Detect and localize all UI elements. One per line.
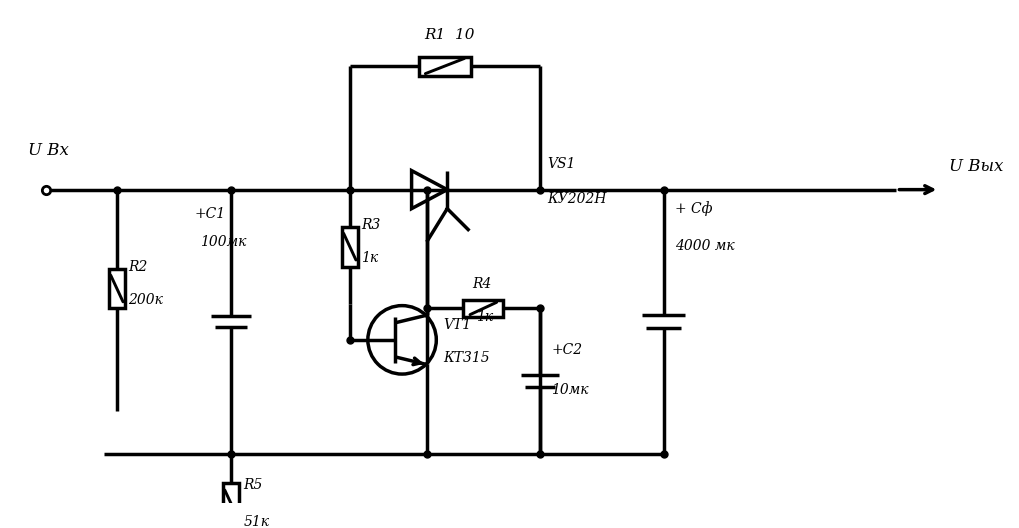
- Text: +C2: +C2: [551, 343, 583, 357]
- Text: 51к: 51к: [244, 515, 269, 528]
- Text: VS1: VS1: [547, 157, 576, 171]
- FancyBboxPatch shape: [109, 269, 125, 308]
- Text: R1  10: R1 10: [424, 29, 475, 42]
- Text: R2: R2: [128, 260, 148, 274]
- FancyBboxPatch shape: [419, 56, 471, 76]
- Text: 100мк: 100мк: [201, 235, 247, 249]
- Text: 1к: 1к: [361, 251, 378, 266]
- Text: 1к: 1к: [476, 310, 493, 324]
- Text: + Сф: + Сф: [675, 201, 712, 216]
- Text: VT1: VT1: [443, 318, 471, 332]
- Text: 200к: 200к: [128, 293, 163, 307]
- Text: R5: R5: [244, 478, 263, 492]
- Text: U Bx: U Bx: [29, 142, 69, 159]
- Text: U Bых: U Bых: [949, 158, 1003, 175]
- Text: +C1: +C1: [195, 207, 226, 221]
- FancyBboxPatch shape: [223, 484, 239, 523]
- Text: R4: R4: [472, 277, 491, 291]
- Text: КТ315: КТ315: [443, 351, 489, 365]
- FancyBboxPatch shape: [464, 300, 503, 317]
- Text: 10мк: 10мк: [551, 383, 589, 397]
- Text: 4000 мк: 4000 мк: [675, 239, 735, 253]
- Text: КУ202Н: КУ202Н: [547, 192, 607, 205]
- FancyBboxPatch shape: [341, 227, 358, 267]
- Text: R3: R3: [361, 219, 380, 232]
